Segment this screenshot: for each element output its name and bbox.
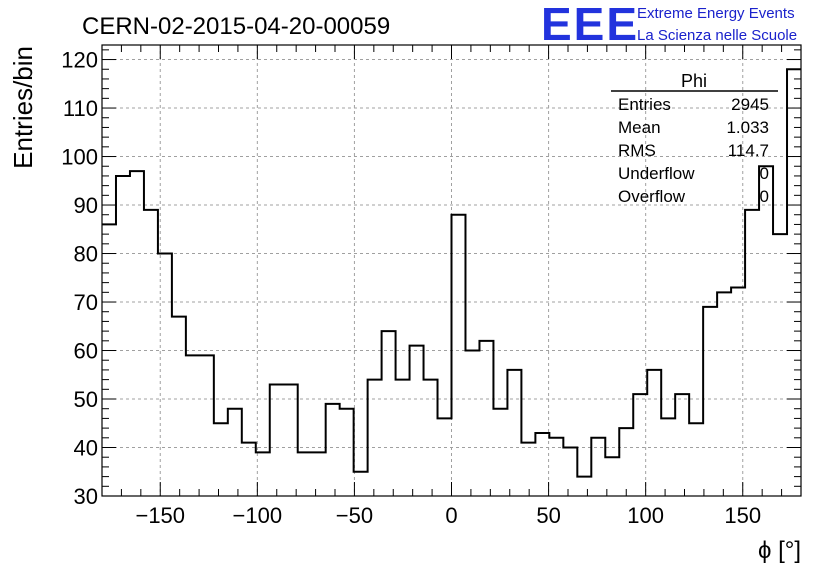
histogram-bin (438, 418, 452, 496)
y-tick-label: 30 (74, 484, 98, 509)
histogram-bin (521, 443, 535, 496)
histogram-bin (158, 254, 172, 496)
stats-label-overflow: Overflow (618, 187, 686, 206)
y-tick-label: 80 (74, 242, 98, 267)
histogram-bin (340, 409, 354, 496)
x-axis-label: ϕ [°] (758, 537, 801, 564)
y-tick-label: 90 (74, 193, 98, 218)
x-tick-label: 50 (536, 503, 560, 528)
histogram-bin (298, 452, 312, 496)
stats-box: Phi Entries 2945 Mean 1.033 RMS 114.7 Un… (611, 71, 778, 206)
histogram-bin (382, 331, 396, 496)
x-tick-label: 150 (724, 503, 761, 528)
histogram-bin (452, 215, 466, 496)
stats-label-entries: Entries (618, 95, 671, 114)
histogram-bin (214, 423, 228, 496)
histogram-bin (116, 176, 130, 496)
histogram-bin (312, 452, 326, 496)
x-tick-label: −150 (135, 503, 185, 528)
histogram-bin (396, 380, 410, 496)
histogram-bin (326, 404, 340, 496)
histogram-bin (591, 438, 605, 496)
y-tick-label: 50 (74, 387, 98, 412)
histogram-bin (493, 409, 507, 496)
eee-logo: EEE Extreme Energy Events La Scienza nel… (541, 0, 797, 50)
x-tick-label: 100 (627, 503, 664, 528)
histogram-bin (228, 409, 242, 496)
x-tick-label: −50 (336, 503, 373, 528)
x-tick-label: −100 (233, 503, 283, 528)
histogram-bin (535, 433, 549, 496)
stats-value-entries: 2945 (731, 95, 769, 114)
histogram-bin (717, 292, 731, 496)
histogram-bin (731, 287, 745, 496)
y-axis-label: Entries/bin (8, 46, 38, 169)
histogram-bin (479, 341, 493, 496)
histogram-bin (619, 428, 633, 496)
stats-label-rms: RMS (618, 141, 656, 160)
y-tick-label: 40 (74, 436, 98, 461)
tick-labels: −150 −100 −50 0 50 100 150 30 40 50 60 70 80 90 100 110… (61, 48, 761, 528)
histogram-bin (410, 346, 424, 496)
y-tick-label: 120 (61, 48, 98, 73)
histogram-bin (256, 452, 270, 496)
histogram-bin (703, 307, 717, 496)
y-tick-label: 100 (61, 145, 98, 170)
stats-label-underflow: Underflow (618, 164, 695, 183)
histogram-bin (549, 438, 563, 496)
histogram-bin (424, 380, 438, 496)
axis-ticks (102, 45, 801, 497)
histogram-bars (102, 68, 801, 496)
histogram-bin (563, 448, 577, 496)
eee-logo-line1: Extreme Energy Events (637, 5, 795, 22)
stats-value-rms: 114.7 (728, 141, 769, 160)
histogram-bin (144, 210, 158, 496)
histogram-bin (284, 384, 298, 496)
histogram-bin (242, 443, 256, 496)
stats-title: Phi (681, 71, 707, 91)
histogram-bin (759, 166, 773, 496)
histogram-bin (172, 317, 186, 496)
y-tick-label: 60 (74, 339, 98, 364)
stats-label-mean: Mean (618, 118, 661, 137)
histogram-bin (633, 394, 647, 496)
histogram-bin (465, 351, 479, 496)
histogram-bin (647, 370, 661, 496)
histogram-outline (102, 68, 801, 478)
histogram-bin (354, 472, 368, 496)
eee-logo-letters: EEE (541, 0, 639, 50)
histogram-bin (745, 210, 759, 496)
histogram-bin (200, 355, 214, 496)
y-tick-label: 110 (63, 96, 98, 121)
histogram-bin (368, 380, 382, 496)
eee-logo-line2: La Scienza nelle Scuole (637, 27, 797, 44)
stats-value-mean: 1.033 (726, 118, 769, 137)
stats-value-overflow: 0 (760, 187, 769, 206)
histogram-bin (675, 394, 689, 496)
chart-title: CERN-02-2015-04-20-00059 (82, 13, 390, 40)
histogram-bin (773, 234, 787, 496)
stats-value-underflow: 0 (760, 164, 769, 183)
histogram-bin (270, 384, 284, 496)
histogram-bin (577, 477, 591, 496)
histogram-bin (689, 423, 703, 496)
histogram-bin (186, 355, 200, 496)
x-tick-label: 0 (445, 503, 457, 528)
histogram-bin (130, 171, 144, 496)
histogram-bin (661, 418, 675, 496)
histogram-bin (605, 457, 619, 496)
histogram-bin (507, 370, 521, 496)
y-tick-label: 70 (74, 290, 98, 315)
